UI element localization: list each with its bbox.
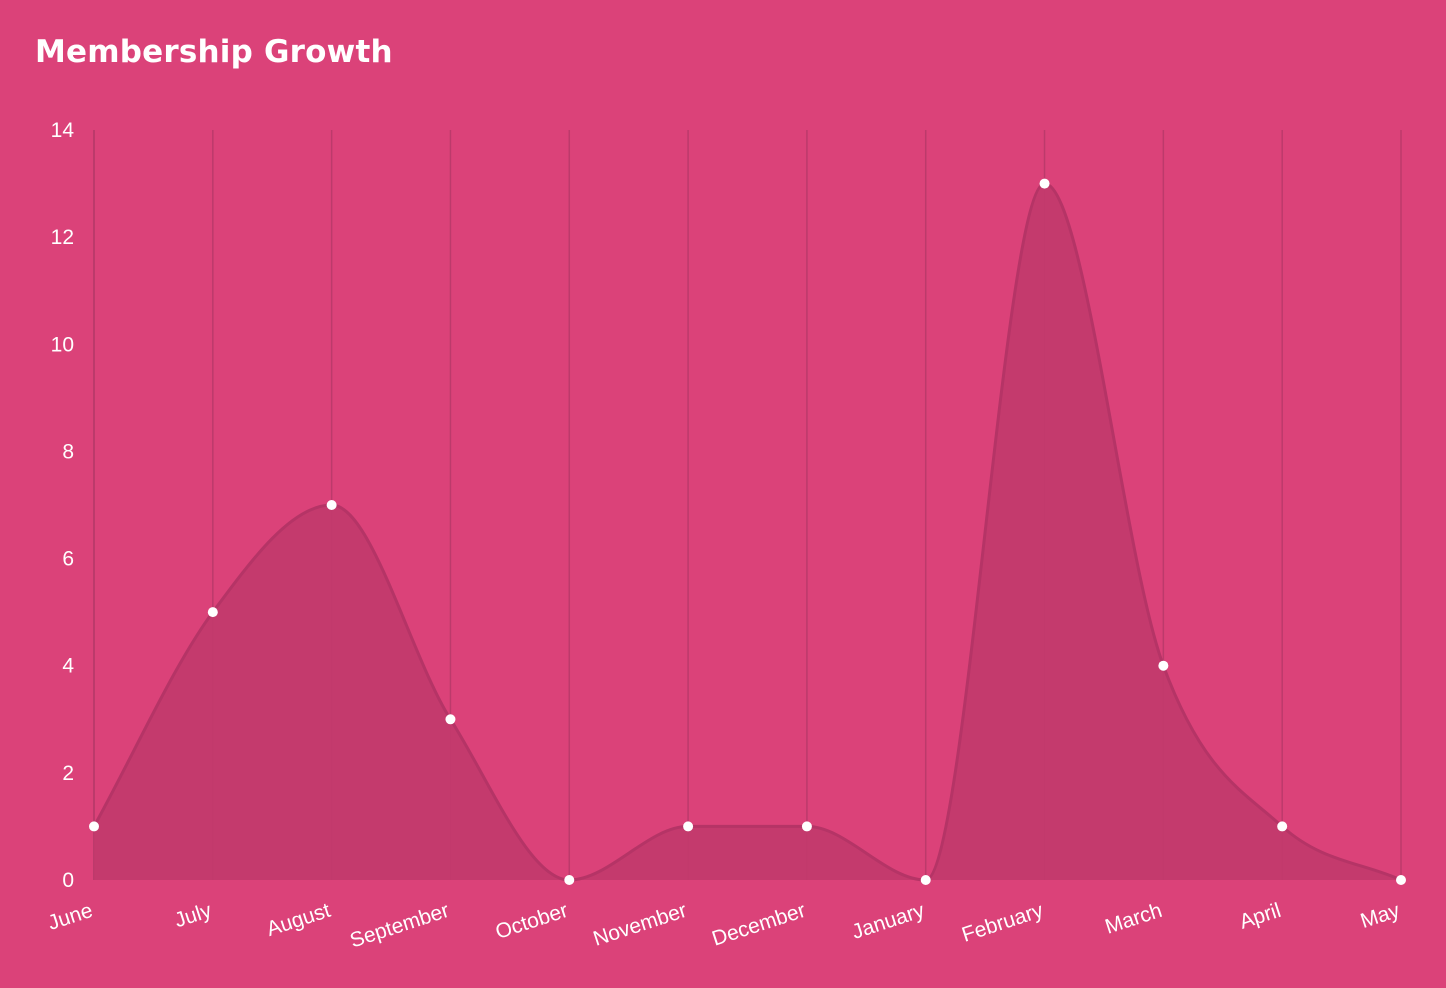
x-tick-label-october: October: [493, 899, 571, 944]
data-point-february[interactable]: [1039, 178, 1050, 189]
data-point-december[interactable]: [801, 821, 812, 832]
y-tick-label: 4: [62, 655, 74, 678]
data-point-march[interactable]: [1158, 660, 1169, 671]
x-tick-label-february: February: [959, 899, 1047, 947]
x-tick-label-august: August: [264, 899, 333, 941]
series-area: [94, 183, 1401, 881]
y-tick-label: 12: [51, 226, 74, 249]
x-tick-label-march: March: [1102, 899, 1165, 939]
data-point-november[interactable]: [683, 821, 694, 832]
y-tick-label: 14: [51, 119, 75, 142]
area-layer: [92, 182, 1402, 882]
y-tick-label: 2: [62, 762, 74, 785]
x-tick-label-may: May: [1358, 899, 1403, 933]
data-point-august[interactable]: [326, 500, 337, 510]
y-tick-label: 8: [62, 440, 74, 463]
x-tick-label-january: January: [849, 899, 928, 944]
y-tick-label: 10: [51, 333, 74, 356]
data-point-may[interactable]: [1396, 875, 1406, 885]
x-tick-label-december: December: [709, 899, 808, 951]
data-point-july[interactable]: [207, 607, 218, 618]
data-point-september[interactable]: [445, 714, 456, 725]
chart-title: Membership Growth: [35, 34, 393, 70]
x-tick-label-september: September: [347, 899, 452, 953]
x-tick-label-november: November: [590, 899, 689, 951]
data-point-june[interactable]: [89, 821, 99, 832]
y-axis-ticks: 0 2 4 6 8 10 12 14: [51, 119, 75, 892]
data-point-april[interactable]: [1277, 821, 1288, 832]
x-tick-label-april: April: [1237, 899, 1284, 934]
x-tick-label-june: June: [45, 899, 95, 935]
data-point-january[interactable]: [920, 875, 931, 885]
x-tick-label-july: July: [172, 899, 215, 933]
y-tick-label: 0: [62, 869, 74, 892]
data-point-october[interactable]: [564, 875, 575, 885]
x-axis-ticks: June July August September October November De…: [45, 899, 1403, 953]
y-tick-label: 6: [62, 548, 74, 571]
point-layer: [89, 178, 1406, 885]
